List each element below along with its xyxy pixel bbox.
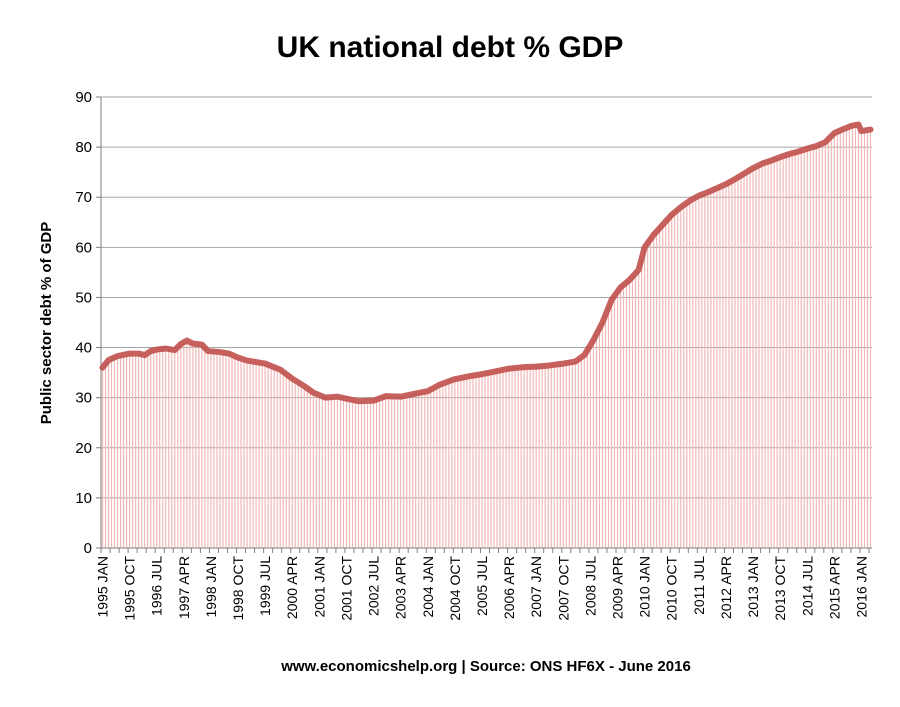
y-tick-label: 80 [75, 139, 92, 156]
x-tick-label: 2013 OCT [772, 556, 788, 621]
x-tick-label: 2003 APR [393, 556, 409, 619]
x-tick-label: 1995 JAN [95, 556, 111, 617]
x-tick-label: 1995 OCT [122, 556, 138, 621]
y-tick-label: 70 [75, 189, 92, 206]
x-tick-label: 1999 JUL [257, 556, 273, 616]
x-tick-label: 2002 JUL [366, 556, 382, 616]
x-tick-label: 1996 JUL [149, 556, 165, 616]
y-axis-label: Public sector debt % of GDP [38, 222, 55, 425]
x-tick-label: 2004 JAN [420, 556, 436, 617]
x-tick-label: 1997 APR [176, 556, 192, 619]
debt-series-line [99, 121, 874, 405]
x-tick-label: 1998 JAN [203, 556, 219, 617]
x-tick-label: 2004 OCT [447, 556, 463, 621]
y-tick-label: 30 [75, 390, 92, 407]
x-tick-label: 2009 APR [610, 556, 626, 619]
y-tick-labels: 0 10 20 30 40 50 60 70 80 90 [75, 89, 92, 557]
y-tick-label: 40 [75, 340, 92, 357]
debt-line-layer [99, 121, 874, 405]
axes [96, 96, 872, 553]
x-tick-label: 2008 JUL [582, 556, 598, 616]
x-tick-label: 2005 JUL [474, 556, 490, 616]
chart-title: UK national debt % GDP [277, 31, 624, 64]
y-tick-label: 60 [75, 239, 92, 256]
x-tick-label: 2014 JUL [799, 556, 815, 616]
x-tick-label: 2016 JAN [853, 556, 869, 617]
x-tick-label: 2015 APR [826, 556, 842, 619]
x-tick-label: 2013 JAN [745, 556, 761, 617]
x-tick-label: 2000 APR [284, 556, 300, 619]
x-tick-label: 2006 APR [501, 556, 517, 619]
y-tick-label: 20 [75, 440, 92, 457]
y-tick-label: 90 [75, 89, 92, 106]
y-tick-label: 10 [75, 490, 92, 507]
x-tick-label: 2010 JAN [637, 556, 653, 617]
source-caption: www.economicshelp.org | Source: ONS HF6X… [280, 658, 691, 675]
x-tick-label: 2007 JAN [528, 556, 544, 617]
x-tick-label: 2007 OCT [555, 556, 571, 621]
monthly-bars [101, 124, 872, 548]
x-tick-label: 1998 OCT [230, 556, 246, 621]
x-tick-label: 2001 OCT [338, 556, 354, 621]
x-tick-label: 2012 APR [718, 556, 734, 619]
y-tick-label: 50 [75, 289, 92, 306]
x-tick-label: 2011 JUL [691, 556, 707, 615]
x-tick-label: 2001 JAN [311, 556, 327, 617]
y-tick-label: 0 [84, 540, 92, 557]
x-tick-label: 2010 OCT [664, 556, 680, 621]
x-tick-labels: 1995 JAN 1995 OCT 1996 JUL 1997 APR 1998 JAN… [95, 556, 870, 621]
